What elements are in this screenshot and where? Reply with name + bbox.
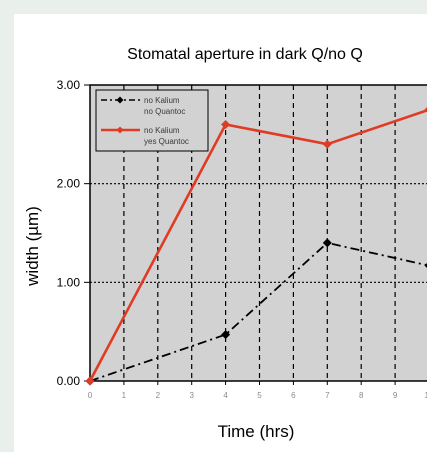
legend-label: no Quantoc xyxy=(144,107,185,116)
legend-label: yes Quantoc xyxy=(144,137,189,146)
y-tick-label: 3.00 xyxy=(57,78,81,92)
series-2-line xyxy=(88,109,427,382)
legend-label: no Kalium xyxy=(144,126,180,135)
chart-svg: 0.00 1.00 2.00 3.00 0 1 2 3 4 5 6 7 8 9 10 no Kalium no … xyxy=(23,46,427,441)
x-tick-label: 10 xyxy=(425,391,427,400)
series-1-point xyxy=(322,238,332,248)
y-tick-label: 1.00 xyxy=(57,275,81,289)
series-2-point xyxy=(424,107,427,113)
series-1-point xyxy=(424,263,427,269)
x-tick-label: 5 xyxy=(257,391,262,400)
x-tick-label: 1 xyxy=(122,391,127,400)
series-1-line xyxy=(89,241,427,382)
y-tick-label: 2.00 xyxy=(57,177,81,191)
chart-figure: 0.00 1.00 2.00 3.00 0 1 2 3 4 5 6 7 8 9 10 no Kalium no … xyxy=(14,14,427,452)
x-tick-label: 2 xyxy=(156,391,161,400)
plot-series-group xyxy=(85,107,427,386)
y-axis-label: width (µm) xyxy=(23,206,42,287)
chart-title: Stomatal aperture in dark Q/no Q xyxy=(127,46,363,63)
x-tick-label: 4 xyxy=(223,391,228,400)
x-tick-label: 8 xyxy=(359,391,364,400)
legend-label: no Kalium xyxy=(144,96,180,105)
y-tick-label: 0.00 xyxy=(57,374,81,388)
legend-marker-1 xyxy=(116,96,124,104)
x-tick-label: 3 xyxy=(189,391,194,400)
x-axis-label: Time (hrs) xyxy=(218,422,295,441)
x-tick-label: 0 xyxy=(88,391,93,400)
legend-marker-2 xyxy=(116,126,124,134)
series-1-point xyxy=(221,330,231,340)
series-2-point xyxy=(85,376,95,386)
legend-box xyxy=(95,89,209,152)
series-2-point xyxy=(221,119,231,129)
x-tick-label: 7 xyxy=(325,391,330,400)
series-2-point xyxy=(322,139,332,149)
x-tick-label: 9 xyxy=(393,391,398,400)
x-tick-label: 6 xyxy=(291,391,296,400)
